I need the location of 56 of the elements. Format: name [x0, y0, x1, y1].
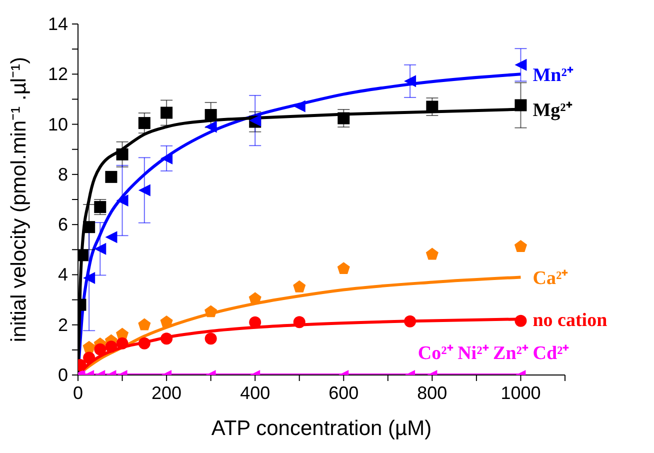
y-tick-label: 8 [58, 164, 68, 184]
point [404, 315, 416, 328]
series-label: Mg²⁺ [532, 100, 573, 122]
point [337, 262, 350, 274]
point [160, 316, 173, 328]
point [160, 332, 173, 345]
series-label: Mn²⁺ [532, 65, 574, 86]
x-tick-label: 800 [417, 383, 448, 403]
x-tick-label: 600 [328, 383, 359, 403]
y-tick-label: 12 [48, 64, 68, 84]
y-tick-label: 2 [58, 314, 68, 335]
point [160, 106, 173, 119]
point [83, 352, 96, 364]
point [105, 340, 118, 353]
point [94, 242, 106, 255]
y-tick-label: 14 [48, 14, 68, 34]
point [338, 112, 350, 124]
point [514, 240, 528, 252]
point [514, 99, 527, 112]
y-tick-label: 4 [58, 264, 68, 285]
series-label: no cation [532, 310, 608, 332]
x-tick-label: 0 [72, 383, 84, 403]
point [83, 272, 96, 284]
point [116, 194, 128, 207]
point [404, 75, 416, 88]
point [138, 184, 150, 196]
x-tick-label: 1000 [500, 383, 541, 403]
point [138, 318, 151, 330]
y-tick-label: 6 [58, 214, 68, 235]
series-label: Ca²⁺ [532, 268, 569, 290]
point [293, 100, 306, 112]
point [105, 231, 118, 244]
point [293, 280, 306, 292]
y-tick-label: 10 [48, 114, 68, 134]
point [514, 314, 527, 327]
series-label: Co²⁺ Ni²⁺ Zn²⁺ Cd²⁺ [418, 343, 570, 364]
point [293, 316, 306, 328]
point [138, 117, 150, 130]
point [204, 109, 217, 122]
x-tick-label: 400 [240, 383, 270, 403]
x-axis-title: ATP concentration (µM) [211, 417, 432, 440]
point [426, 248, 438, 260]
point [204, 305, 218, 318]
y-tick-label: 0 [58, 365, 68, 385]
point [116, 337, 128, 350]
point [204, 120, 217, 133]
point [94, 343, 106, 356]
point [514, 58, 527, 71]
point [138, 337, 150, 350]
y-axis-title: initial velocity (pmol.min⁻¹ .µl⁻¹) [7, 56, 30, 342]
point [116, 148, 128, 160]
x-tick-label: 200 [152, 383, 182, 403]
point [204, 332, 217, 345]
point [105, 170, 118, 183]
point [248, 292, 262, 304]
point [82, 340, 96, 353]
